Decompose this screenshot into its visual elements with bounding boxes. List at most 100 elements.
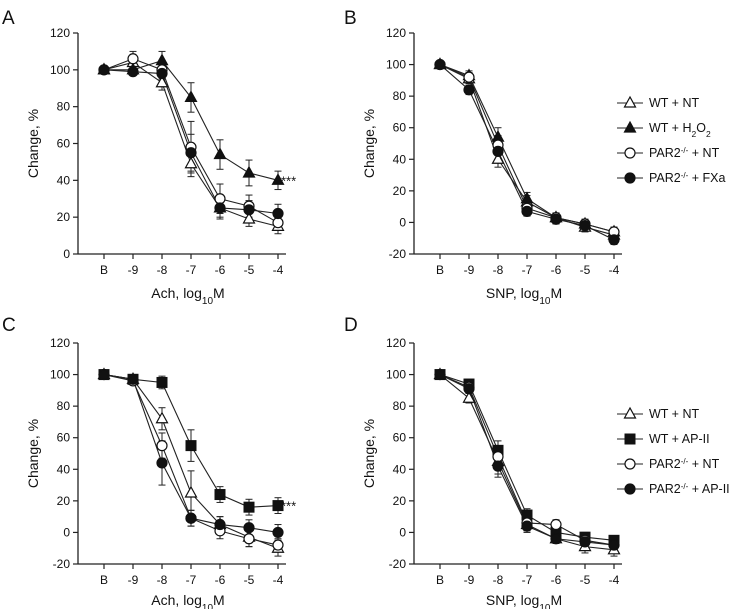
x-axis-label-tail: M — [550, 592, 562, 608]
y-axis-label: Change, % — [25, 419, 41, 488]
legend-label-main: PAR2 — [649, 457, 681, 471]
x-axis-label: SNP, log10M — [486, 285, 562, 307]
x-tick-label: B — [436, 263, 444, 277]
y-tick-label: 40 — [393, 152, 407, 166]
data-point — [434, 368, 446, 381]
y-tick-label: 100 — [386, 368, 406, 382]
data-point — [98, 64, 110, 76]
x-axis-label-main: SNP, log — [486, 285, 539, 301]
legend-label: PAR2-/- + AP-II — [649, 482, 730, 497]
data-point — [242, 165, 256, 178]
x-axis-label: Ach, log10M — [151, 285, 224, 307]
x-tick-label: -9 — [128, 573, 139, 587]
y-tick-label: 40 — [57, 173, 71, 187]
legend-marker — [624, 458, 636, 470]
x-axis-label: Ach, log10M — [151, 592, 224, 609]
legend-item: WT + NT — [617, 406, 699, 421]
data-point — [272, 207, 284, 220]
legend-label-tail-sub: 2 — [706, 129, 711, 139]
data-point — [156, 376, 168, 388]
y-tick-label: -20 — [389, 557, 407, 571]
x-tick-label: B — [436, 573, 444, 587]
legend-label-tail: + FXa — [688, 171, 725, 185]
legend-label-sub: 2 — [691, 129, 696, 139]
data-point — [550, 518, 562, 531]
x-tick-label: -5 — [244, 263, 255, 277]
legend-marker — [624, 433, 636, 445]
data-point — [243, 501, 255, 513]
legend-item: WT + NT — [617, 95, 699, 110]
x-tick-label: -6 — [551, 573, 562, 587]
legend-label-tail: + AP-II — [688, 482, 729, 496]
panel-b: B -20 0 20 40 60 80 100 120 B -9 -8 -7 -6 -5 -4 SNP, log… — [344, 8, 726, 307]
legend-item: PAR2-/- + FXa — [617, 171, 726, 186]
legend-marker — [624, 483, 636, 495]
data-point — [214, 202, 226, 214]
data-point — [521, 205, 533, 217]
y-axis-label: Change, % — [361, 419, 377, 488]
data-point — [550, 533, 562, 545]
data-point — [214, 518, 226, 531]
legend-label-main: WT + AP-II — [649, 432, 710, 446]
data-point — [243, 204, 255, 216]
x-axis-label-tail: M — [550, 285, 562, 301]
data-point — [214, 489, 226, 501]
y-tick-label: 20 — [393, 494, 407, 508]
data-point — [243, 522, 255, 534]
x-axis-label-main: SNP, log — [486, 592, 539, 608]
data-point — [98, 368, 110, 381]
data-point — [156, 440, 168, 452]
data-point — [272, 217, 284, 229]
legend-label-main: PAR2 — [649, 171, 681, 185]
x-axis-label-main: Ach, log — [151, 592, 202, 608]
y-tick-label: 80 — [57, 399, 71, 413]
legend-label-tail: O — [696, 121, 706, 135]
data-point — [271, 173, 285, 185]
data-point — [272, 539, 284, 551]
data-point — [521, 520, 533, 532]
legend-label-sup: -/- — [681, 146, 689, 155]
data-point — [272, 526, 284, 539]
data-point — [491, 152, 505, 164]
legend-marker — [623, 95, 637, 108]
data-point — [185, 512, 197, 524]
legend-label-main: PAR2 — [649, 482, 681, 496]
x-axis-label-sub: 10 — [539, 603, 551, 609]
data-point — [463, 84, 475, 96]
y-tick-label: 100 — [50, 368, 70, 382]
x-tick-label: B — [100, 263, 108, 277]
y-tick-label: 60 — [393, 121, 407, 135]
y-tick-label: 20 — [393, 184, 407, 198]
legend-label: WT + H2O2 — [649, 121, 711, 139]
y-tick-label: 0 — [63, 247, 70, 261]
data-point — [579, 219, 591, 232]
data-point — [127, 53, 139, 65]
y-tick-label: 0 — [399, 215, 406, 229]
y-tick-label: 120 — [386, 336, 406, 350]
x-tick-label: -5 — [244, 573, 255, 587]
legend-item: PAR2-/- + NT — [617, 146, 720, 160]
x-axis-label-tail: M — [213, 592, 225, 608]
legend-label-tail: + NT — [688, 457, 719, 471]
legend-item: PAR2-/- + AP-II — [617, 482, 730, 497]
data-point — [185, 147, 197, 159]
data-point — [463, 383, 475, 395]
data-point — [520, 191, 534, 204]
x-tick-label: -4 — [273, 263, 284, 277]
legend-label: PAR2-/- + FXa — [649, 171, 726, 186]
x-tick-label: -9 — [128, 263, 139, 277]
panel-letter: A — [2, 8, 15, 29]
x-tick-label: -6 — [551, 263, 562, 277]
y-tick-label: 100 — [50, 63, 70, 77]
data-point — [184, 156, 198, 169]
y-axis-label: Change, % — [361, 109, 377, 178]
significance-label: *** — [281, 499, 296, 514]
panel-a: A 0 20 40 60 80 100 120 B -9 -8 -7 -6 -5 -4 Ach, log10M… — [2, 8, 296, 307]
data-point — [550, 213, 562, 225]
data-point — [213, 147, 227, 160]
legend-label-sup: -/- — [681, 457, 689, 466]
x-tick-label: -4 — [273, 573, 284, 587]
legend-item: PAR2-/- + NT — [617, 457, 720, 471]
data-point — [184, 90, 198, 103]
